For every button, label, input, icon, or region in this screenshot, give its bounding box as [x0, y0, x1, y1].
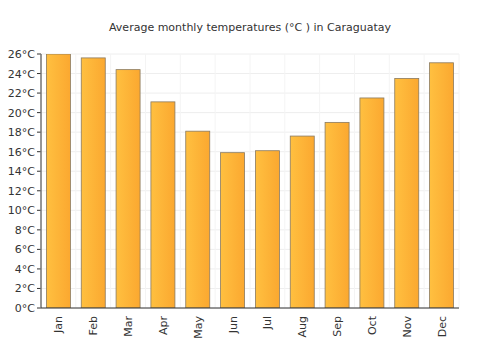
y-tick-label: 14°C: [8, 165, 35, 178]
grid-line-vertical: [180, 54, 181, 308]
y-tick-label: 16°C: [8, 146, 35, 159]
chart-container: Average monthly temperatures (°C ) in Ca…: [0, 0, 500, 350]
tick-mark: [37, 151, 41, 152]
y-tick-label: 24°C: [8, 68, 35, 81]
x-tick-label: Jan: [52, 316, 65, 334]
tick-mark: [37, 268, 41, 269]
y-tick-label: 10°C: [8, 204, 35, 217]
tick-mark: [37, 190, 41, 191]
x-tick-label: Mar: [122, 316, 135, 337]
y-tick-label: 4°C: [15, 263, 35, 276]
bar: [360, 98, 384, 308]
x-tick-label: Oct: [366, 315, 379, 335]
bar: [151, 102, 175, 308]
tick-mark: [37, 229, 41, 230]
y-tick-label: 26°C: [8, 48, 35, 61]
x-tick-label: Dec: [436, 316, 449, 337]
x-tick-label: Sep: [331, 316, 344, 337]
grid-line-vertical: [424, 54, 425, 308]
bar: [430, 63, 454, 308]
chart-svg: Average monthly temperatures (°C ) in Ca…: [0, 0, 500, 350]
bar: [46, 54, 70, 308]
y-axis: [41, 54, 42, 308]
grid-line-vertical: [145, 54, 146, 308]
tick-mark: [37, 249, 41, 250]
bars: [46, 54, 453, 308]
y-tick-label: 20°C: [8, 107, 35, 120]
grid-line-vertical: [75, 54, 76, 308]
grid-line-vertical: [110, 54, 111, 308]
x-axis: [41, 308, 459, 309]
bar: [325, 122, 349, 308]
tick-mark: [37, 112, 41, 113]
bar: [81, 58, 105, 308]
y-tick-label: 6°C: [15, 243, 35, 256]
bar: [221, 153, 245, 308]
bar: [255, 151, 279, 308]
grid-line-vertical: [354, 54, 355, 308]
x-tick-label: May: [192, 316, 205, 339]
bar: [290, 136, 314, 308]
x-tick-label: Apr: [157, 316, 170, 336]
y-tick-label: 8°C: [15, 224, 35, 237]
y-tick-label: 0°C: [15, 302, 35, 315]
title: Average monthly temperatures (°C ) in Ca…: [109, 21, 392, 34]
x-tick-label: Nov: [401, 316, 414, 338]
grid-line-vertical: [459, 54, 460, 308]
y-tick-label: 2°C: [15, 282, 35, 295]
y-tick-label: 12°C: [8, 185, 35, 198]
bar: [395, 78, 419, 308]
tick-mark: [37, 308, 41, 309]
tick-mark: [37, 54, 41, 55]
bar: [186, 131, 210, 308]
x-tick-label: Feb: [87, 316, 100, 335]
x-tick-label: Aug: [296, 316, 309, 337]
tick-mark: [37, 288, 41, 289]
tick-mark: [37, 132, 41, 133]
grid-line-vertical: [41, 54, 42, 308]
bar: [116, 70, 140, 308]
tick-mark: [37, 210, 41, 211]
grid-line-vertical: [215, 54, 216, 308]
tick-mark: [37, 93, 41, 94]
grid-line: [41, 308, 459, 309]
x-tick-label: Jul: [261, 316, 274, 330]
grid-line-vertical: [284, 54, 285, 308]
y-tick-label: 18°C: [8, 126, 35, 139]
x-tick-label: Jun: [227, 316, 240, 334]
grid-line-vertical: [389, 54, 390, 308]
grid-line-vertical: [250, 54, 251, 308]
grid-line-vertical: [319, 54, 320, 308]
y-tick-label: 22°C: [8, 87, 35, 100]
tick-mark: [37, 171, 41, 172]
tick-mark: [37, 73, 41, 74]
